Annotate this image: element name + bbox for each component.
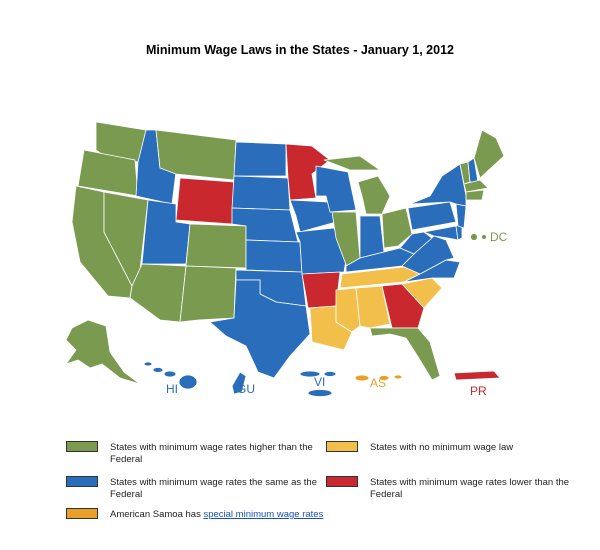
territory-as[interactable] xyxy=(354,374,403,382)
state-nm[interactable] xyxy=(179,265,237,323)
label-dc: DC xyxy=(490,230,508,244)
state-wv[interactable] xyxy=(399,231,433,255)
state-sc[interactable] xyxy=(401,277,443,309)
dc-dot-2 xyxy=(481,234,487,240)
state-az[interactable] xyxy=(129,263,187,323)
state-nd[interactable] xyxy=(233,141,287,177)
legend-none: States with no minimum wage law xyxy=(370,442,514,453)
territory-vi[interactable] xyxy=(299,370,337,397)
dc-dot[interactable] xyxy=(470,233,478,241)
state-fl[interactable] xyxy=(369,327,441,381)
state-mt[interactable] xyxy=(155,129,237,181)
label-gu: GU xyxy=(237,382,255,396)
state-ak[interactable] xyxy=(65,319,141,385)
legend-lower: States with minimum wage rates lower tha… xyxy=(370,477,570,500)
swatch-samoa xyxy=(66,508,98,519)
label-as: AS xyxy=(370,376,386,390)
state-md[interactable] xyxy=(423,225,459,241)
special-rates-link[interactable]: special minimum wage rates xyxy=(203,509,324,520)
swatch-higher xyxy=(66,441,98,452)
state-mi[interactable] xyxy=(357,175,391,215)
label-hi: HI xyxy=(166,382,178,396)
territory-gu[interactable] xyxy=(231,371,247,395)
state-ia[interactable] xyxy=(289,199,337,233)
label-pr: PR xyxy=(470,384,487,398)
state-mi-up[interactable] xyxy=(323,155,381,171)
swatch-same xyxy=(66,476,98,487)
map-title: Minimum Wage Laws in the States - Januar… xyxy=(146,43,454,57)
state-ms[interactable] xyxy=(335,287,361,333)
label-vi: VI xyxy=(314,375,325,389)
territory-pr[interactable] xyxy=(453,370,501,381)
legend-same: States with minimum wage rates the same … xyxy=(110,477,317,500)
state-in[interactable] xyxy=(359,215,385,259)
state-wi[interactable] xyxy=(315,165,357,213)
state-pa[interactable] xyxy=(407,201,457,231)
state-mn[interactable] xyxy=(285,143,331,201)
swatch-none xyxy=(326,441,358,452)
legend-higher: States with minimum wage rates higher th… xyxy=(110,442,313,465)
state-tx[interactable] xyxy=(209,279,311,379)
state-ct-ri[interactable] xyxy=(465,189,485,201)
state-ar[interactable] xyxy=(301,271,341,309)
legend-samoa: American Samoa has special minimum wage … xyxy=(110,509,370,521)
legend-samoa-text: American Samoa has xyxy=(110,509,204,520)
swatch-lower xyxy=(326,476,358,487)
us-map: HI GU VI AS PR DC xyxy=(65,121,508,398)
state-ks[interactable] xyxy=(245,239,303,273)
state-mo[interactable] xyxy=(295,227,347,275)
state-ga[interactable] xyxy=(381,283,425,329)
state-co[interactable] xyxy=(185,223,247,269)
state-sd[interactable] xyxy=(231,175,291,211)
state-me[interactable] xyxy=(473,129,505,179)
state-al[interactable] xyxy=(355,285,391,329)
state-ma[interactable] xyxy=(463,179,489,193)
state-oh[interactable] xyxy=(381,207,413,249)
state-hi[interactable] xyxy=(143,361,198,390)
state-ny[interactable] xyxy=(409,163,467,207)
state-nj[interactable] xyxy=(455,203,467,229)
state-wy[interactable] xyxy=(175,177,235,225)
